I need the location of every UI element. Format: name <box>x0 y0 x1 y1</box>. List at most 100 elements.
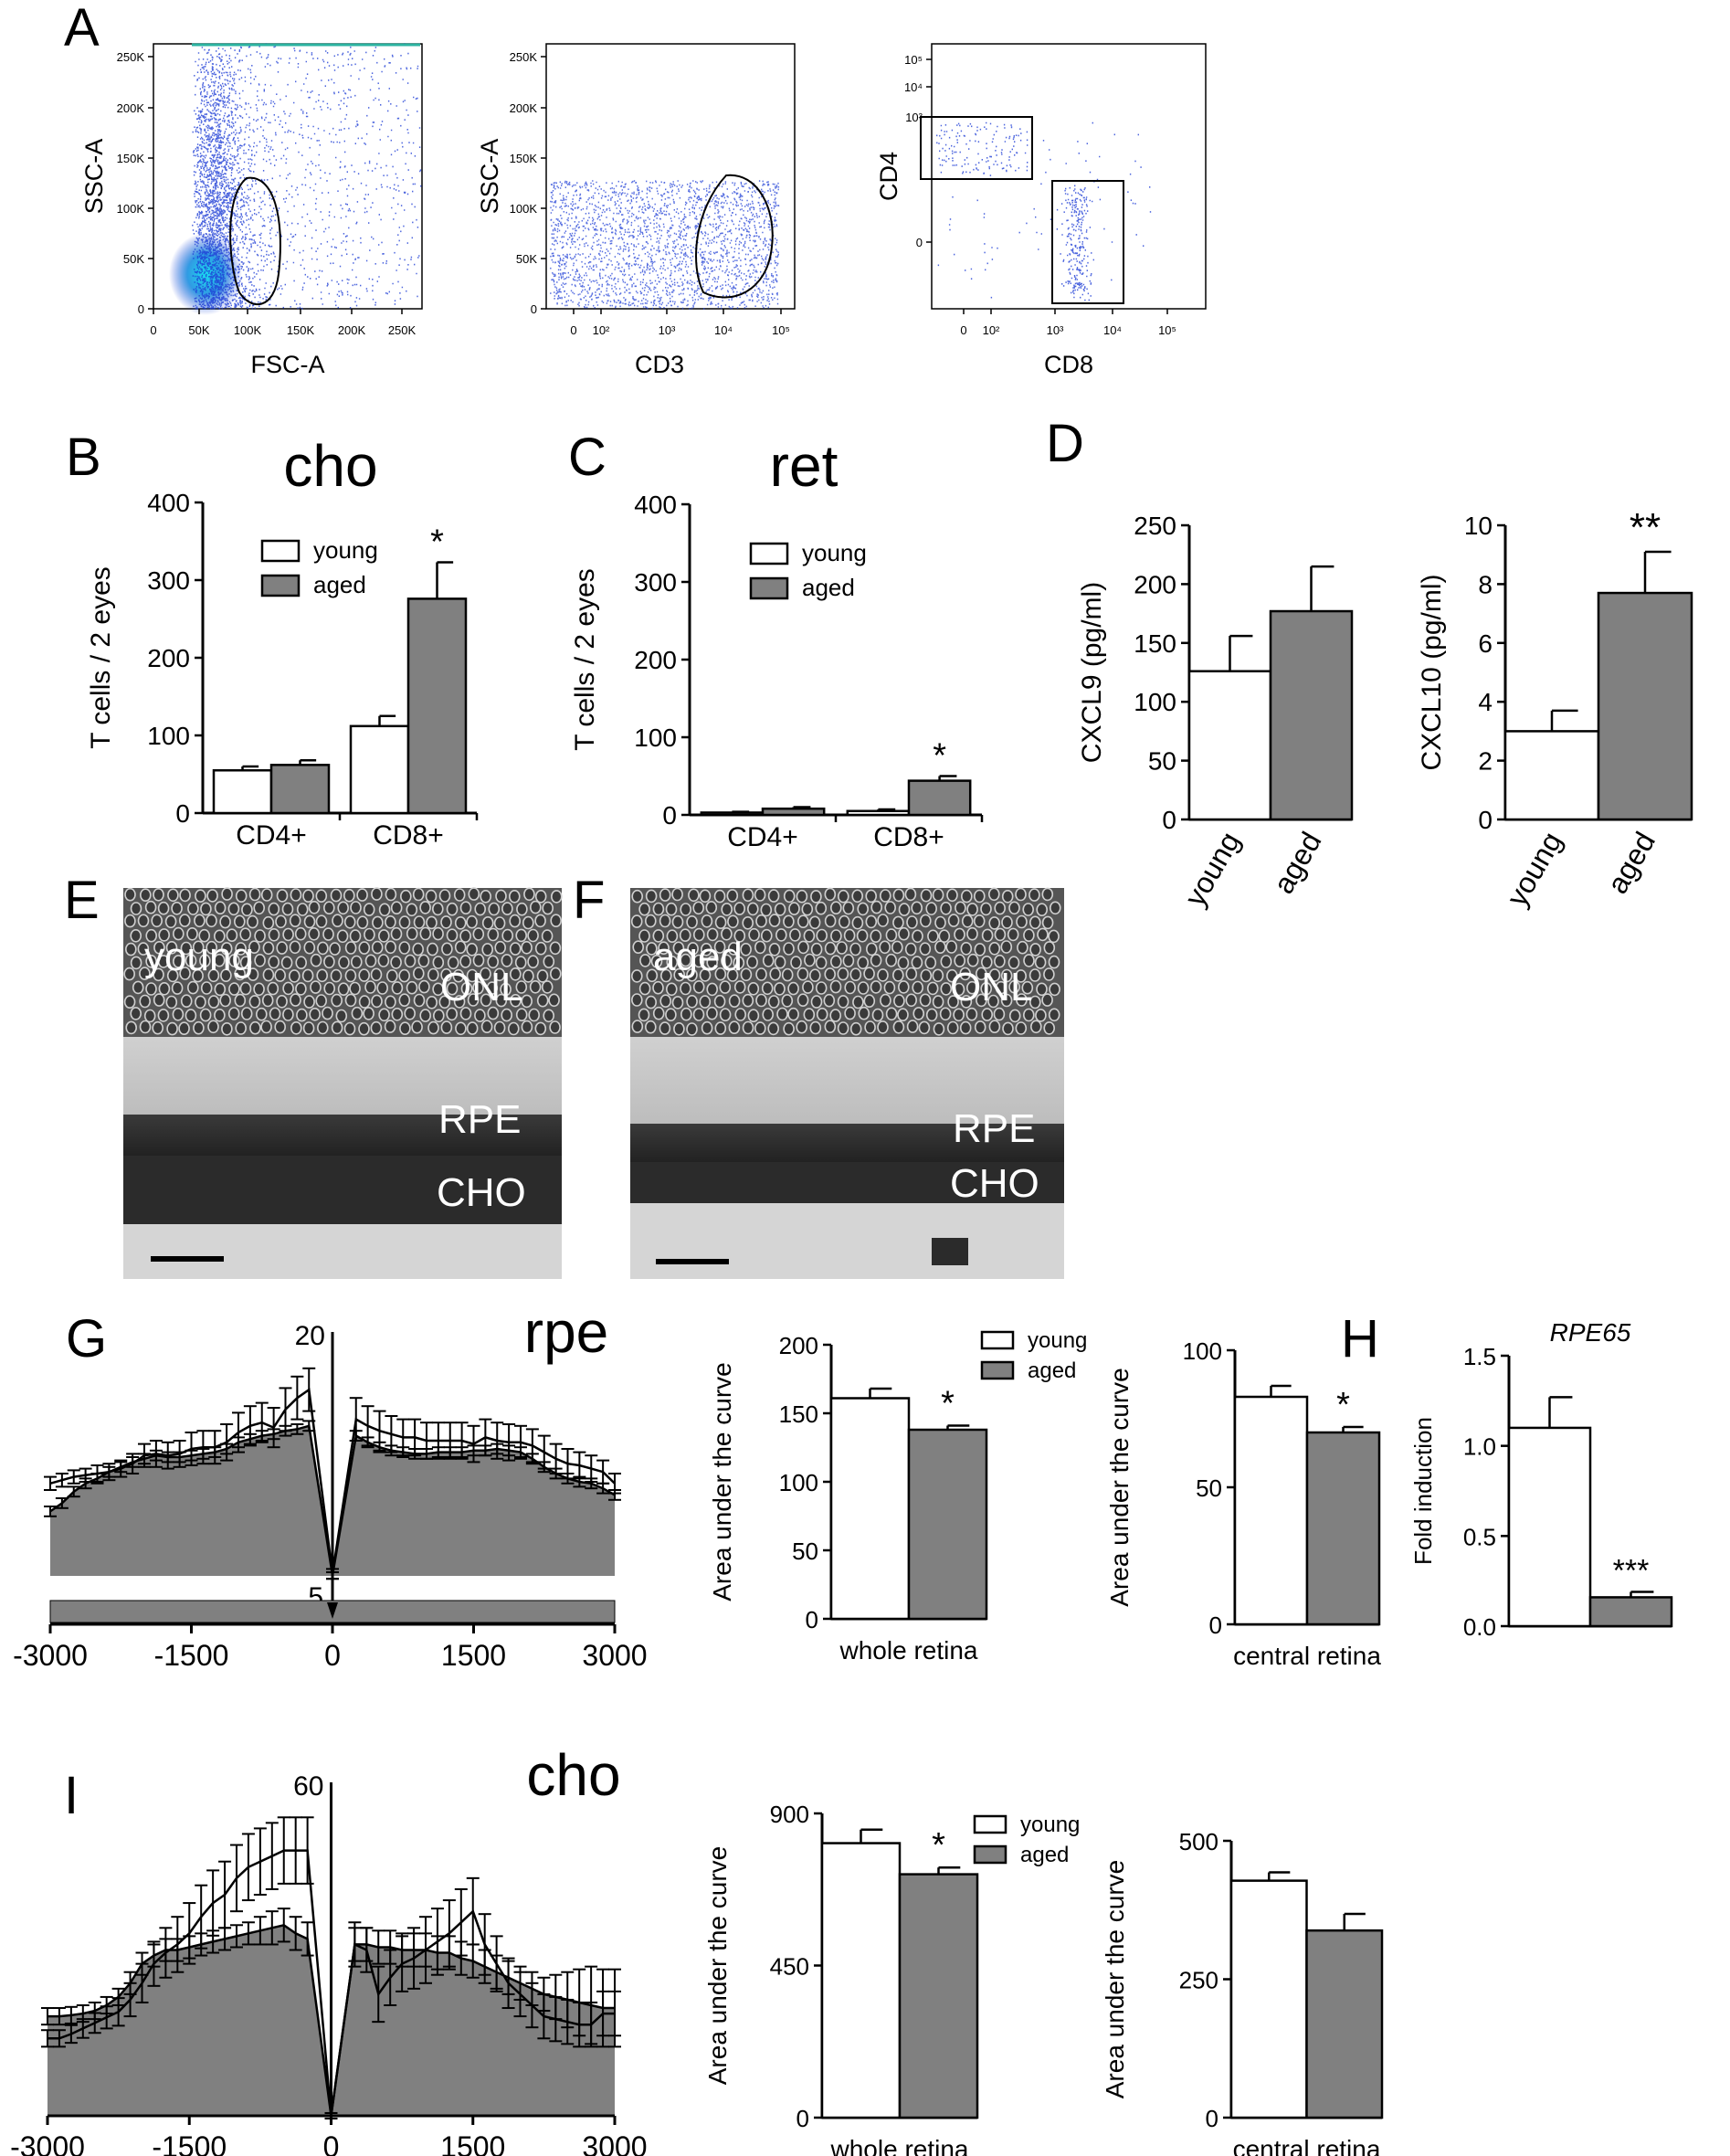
y-tick-label: 300 <box>634 568 677 597</box>
y-tick-label: 50K <box>516 252 537 266</box>
bar-young-cd4pos <box>700 811 765 817</box>
bar-aged <box>898 1873 979 2119</box>
optic-nerve-marker <box>327 1602 338 1619</box>
y-tick-label: 0 <box>796 2105 809 2132</box>
gate-cd3 <box>695 174 774 299</box>
y-tick-label: 10⁴ <box>904 80 923 94</box>
x-axis-label: whole retina <box>839 1636 978 1665</box>
legend-label-aged: aged <box>802 574 855 601</box>
x-tick-label: 150K <box>287 323 315 337</box>
legend-swatch-aged <box>973 1844 1007 1865</box>
y-tick-label: 0.5 <box>1463 1523 1496 1550</box>
gate-cd4 <box>920 116 1033 180</box>
dot-cloud <box>936 122 1152 301</box>
x-tick-label: 10⁴ <box>1103 323 1122 337</box>
bar-aged-cd4pos <box>269 764 331 815</box>
bar-young <box>820 1842 902 2119</box>
axis-label-fsc-a: FSC-A <box>251 351 325 378</box>
x-tick-label: 10³ <box>1047 323 1064 337</box>
axis-label-cd3: CD3 <box>635 351 684 378</box>
x-tick-label: young <box>1178 827 1247 913</box>
x-tick-label: 10³ <box>659 323 676 337</box>
y-tick-label: 0 <box>138 302 144 316</box>
panel-label-i: I <box>64 1766 79 1825</box>
bar-young <box>829 1397 911 1621</box>
x-tick-label: 0 <box>323 2130 340 2156</box>
y-ticks-plot1: 0 50K 100K 150K 200K 250K <box>117 50 153 316</box>
legend-swatch-aged <box>749 576 789 600</box>
y-axis-label: Area under the curve <box>1101 1860 1129 2099</box>
dense-core <box>169 233 242 315</box>
y-tick-label: 100K <box>510 202 538 216</box>
significance-marker: * <box>932 1826 945 1865</box>
y-axis-label: Area under the curve <box>1105 1368 1134 1607</box>
legend-swatch-young <box>973 1814 1007 1834</box>
panel-label-d: D <box>1046 414 1084 473</box>
gate-fsc-ssc <box>229 176 281 306</box>
x-tick-label: 1500 <box>441 1639 506 1672</box>
bar-aged <box>907 1428 988 1621</box>
bar-young-cd4pos <box>212 769 273 815</box>
x-tick-label: aged <box>1600 827 1661 900</box>
y-tick-label: 400 <box>147 489 190 517</box>
label-cho-e: CHO <box>437 1170 526 1215</box>
significance-marker: * <box>941 1385 955 1423</box>
x-tick-label: 0 <box>150 323 156 337</box>
gate-cd8 <box>1051 180 1124 304</box>
x-tick-label: CD8+ <box>373 820 444 851</box>
onl-nuclei-aged <box>630 887 1064 1037</box>
flow-plot-cd8-cd4: CD8 CD4 0 10² 10³ 10⁴ 10⁵ 0 10³ 10⁴ 10⁵ <box>875 43 1207 378</box>
x-tick-label: -1500 <box>152 2130 227 2156</box>
y-tick-label: 50 <box>1196 1474 1222 1502</box>
y-tick-label: 8 <box>1478 570 1493 598</box>
y-axis-label: Area under the curve <box>703 1846 732 2086</box>
bar-young <box>1503 730 1600 821</box>
x-tick-label: 100K <box>234 323 262 337</box>
y-axis-label: T cells / 2 eyes <box>570 568 600 751</box>
y-tick-label: 200K <box>117 101 145 115</box>
legend-label-young: young <box>802 539 867 566</box>
x-tick-label: 0 <box>570 323 576 337</box>
label-young-e: young <box>144 935 254 979</box>
axis-label-cd8: CD8 <box>1044 351 1093 378</box>
y-tick-label: 0 <box>531 302 537 316</box>
bar-young-cd8pos <box>846 809 911 817</box>
panel-label-g: G <box>66 1309 107 1369</box>
x-tick-label: 200K <box>338 323 366 337</box>
x-axis-label: central retina <box>1233 2135 1381 2156</box>
y-tick-label: 50K <box>123 252 144 266</box>
y-tick-label: 100 <box>1134 688 1176 716</box>
y-tick-label: 150 <box>779 1400 818 1428</box>
y-tick-label: 10⁵ <box>904 53 923 67</box>
y-tick-label: 50 <box>792 1538 818 1565</box>
y-tick-label: 0 <box>662 801 677 830</box>
x-tick-label: 250K <box>388 323 417 337</box>
significance-marker: * <box>430 523 444 561</box>
y-tick-label: 250 <box>1134 512 1176 540</box>
bar-young <box>1507 1426 1592 1628</box>
legend-swatch-young <box>749 542 789 565</box>
scatter-dots-fsc-ssc <box>169 43 422 315</box>
x-tick-label: young <box>1500 827 1568 913</box>
flow-plot-cd3-ssc: CD3 SSC-A 0 10² 10³ 10⁴ 10⁵ 0 50K 100K 150K 200K… <box>476 43 796 378</box>
y-tick-label: 1.0 <box>1463 1433 1496 1461</box>
label-cho-f: CHO <box>950 1161 1039 1206</box>
legend-label-young: young <box>313 536 378 564</box>
significance-marker: *** <box>1613 1554 1650 1589</box>
axis-label-ssc-a-2: SSC-A <box>476 139 503 215</box>
x-tick-label: 1500 <box>440 2130 505 2156</box>
panel-label-h: H <box>1341 1309 1379 1369</box>
y-tick-label: 0.0 <box>1463 1613 1496 1641</box>
label-rpe-e: RPE <box>438 1097 521 1142</box>
bar-aged <box>1305 1929 1384 2119</box>
chart-i-cho-spider: 60 -3000 -1500 0 1500 3000 cho <box>10 1742 648 2156</box>
legend-swatch-aged <box>980 1360 1015 1380</box>
x-tick-label: CD4+ <box>236 820 307 851</box>
x-tick-label: -3000 <box>13 1639 88 1672</box>
x-tick-label: CD4+ <box>727 822 798 852</box>
y-tick-label: 0 <box>1206 2105 1218 2132</box>
axis-label-cd4: CD4 <box>875 152 902 201</box>
chart-title: ret <box>770 433 839 499</box>
x-tick-label: aged <box>1267 827 1328 900</box>
y-tick-label: 150 <box>1134 629 1176 658</box>
